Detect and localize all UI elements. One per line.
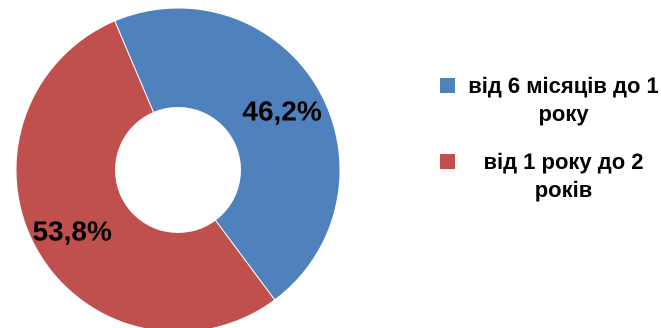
doughnut-chart: 46,2% 53,8% (15, 7, 341, 328)
legend-swatch-red (440, 154, 455, 169)
legend-entry-6-12-months: від 6 місяців до 1 року (440, 72, 661, 128)
legend-entry-1-2-years: від 1 року до 2 років (440, 148, 661, 204)
legend-label: від 1 року до 2 років (483, 149, 644, 202)
data-label-1-2-years: 53,8% (32, 216, 111, 247)
data-labels: 46,2% 53,8% (32, 95, 321, 246)
legend-swatch-blue (440, 78, 455, 93)
doughnut-hole (115, 107, 241, 233)
legend-label: від 6 місяців до 1 року (468, 73, 659, 126)
legend: від 6 місяців до 1 року від 1 року до 2 … (440, 72, 661, 224)
data-label-6-12-months: 46,2% (242, 95, 321, 126)
